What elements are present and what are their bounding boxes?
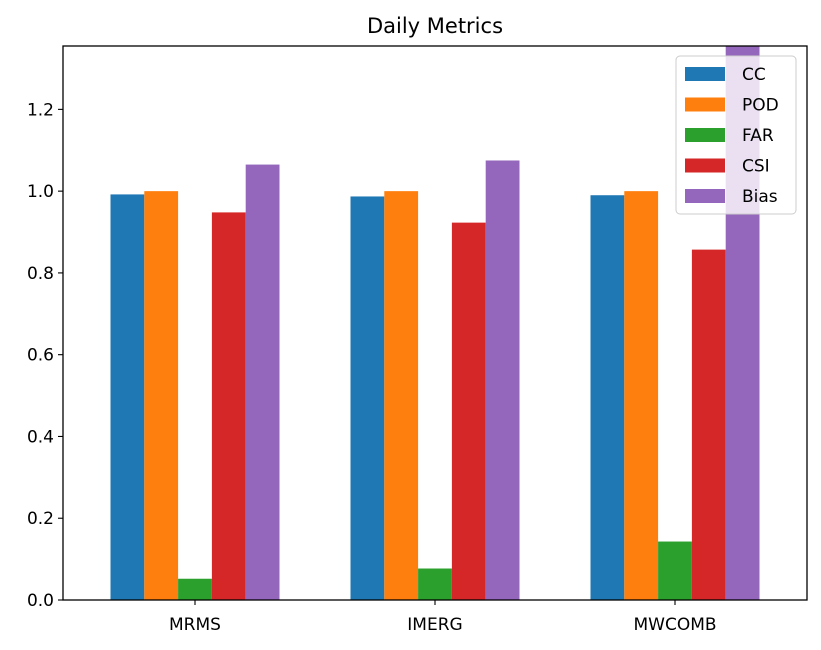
bars-group — [110, 46, 760, 600]
bar-pod-mrms — [144, 191, 179, 600]
bar-far-mwcomb — [658, 541, 692, 600]
bar-far-imerg — [418, 568, 452, 600]
legend-box — [675, 55, 797, 215]
x-tick-label: IMERG — [407, 615, 462, 635]
y-tick-label: 1.2 — [27, 100, 54, 120]
bar-bias-mrms — [245, 164, 280, 600]
y-tick-label: 0.6 — [27, 346, 54, 366]
y-tick-label: 1.0 — [27, 182, 54, 202]
bar-far-mrms — [178, 578, 212, 600]
y-tick-label: 0.4 — [27, 427, 54, 447]
legend-label-far: FAR — [742, 126, 774, 146]
axes-group: 0.0 0.2 0.4 0.6 0.8 1.0 1.2 MRMS IMERG MWCOMB — [27, 45, 808, 635]
legend-label-bias: Bias — [742, 187, 778, 207]
y-tick-label: 0.0 — [27, 591, 54, 611]
bar-pod-imerg — [384, 191, 419, 600]
legend-label-pod: POD — [742, 96, 779, 116]
legend-swatch-pod — [685, 97, 725, 112]
legend-label-csi: CSI — [742, 157, 770, 177]
bar-pod-mwcomb — [624, 191, 659, 600]
legend-swatch-csi — [685, 158, 725, 173]
y-tick-label: 0.2 — [27, 509, 54, 529]
legend: CC POD FAR CSI Bias — [675, 55, 797, 215]
legend-label-cc: CC — [742, 65, 766, 85]
x-tick-label: MWCOMB — [633, 615, 716, 635]
bar-cc-mrms — [110, 194, 145, 600]
bar-cc-mwcomb — [590, 195, 625, 600]
bar-bias-imerg — [485, 160, 520, 600]
bar-csi-mrms — [211, 212, 246, 600]
chart-title: Daily Metrics — [367, 14, 503, 38]
legend-swatch-bias — [685, 189, 725, 203]
bar-csi-mwcomb — [691, 249, 726, 600]
y-tick-label: 0.8 — [27, 264, 54, 284]
x-tick-label: MRMS — [169, 615, 221, 635]
legend-swatch-cc — [685, 67, 725, 81]
bar-cc-imerg — [350, 196, 385, 600]
legend-swatch-far — [685, 128, 725, 142]
bar-csi-imerg — [451, 222, 486, 600]
